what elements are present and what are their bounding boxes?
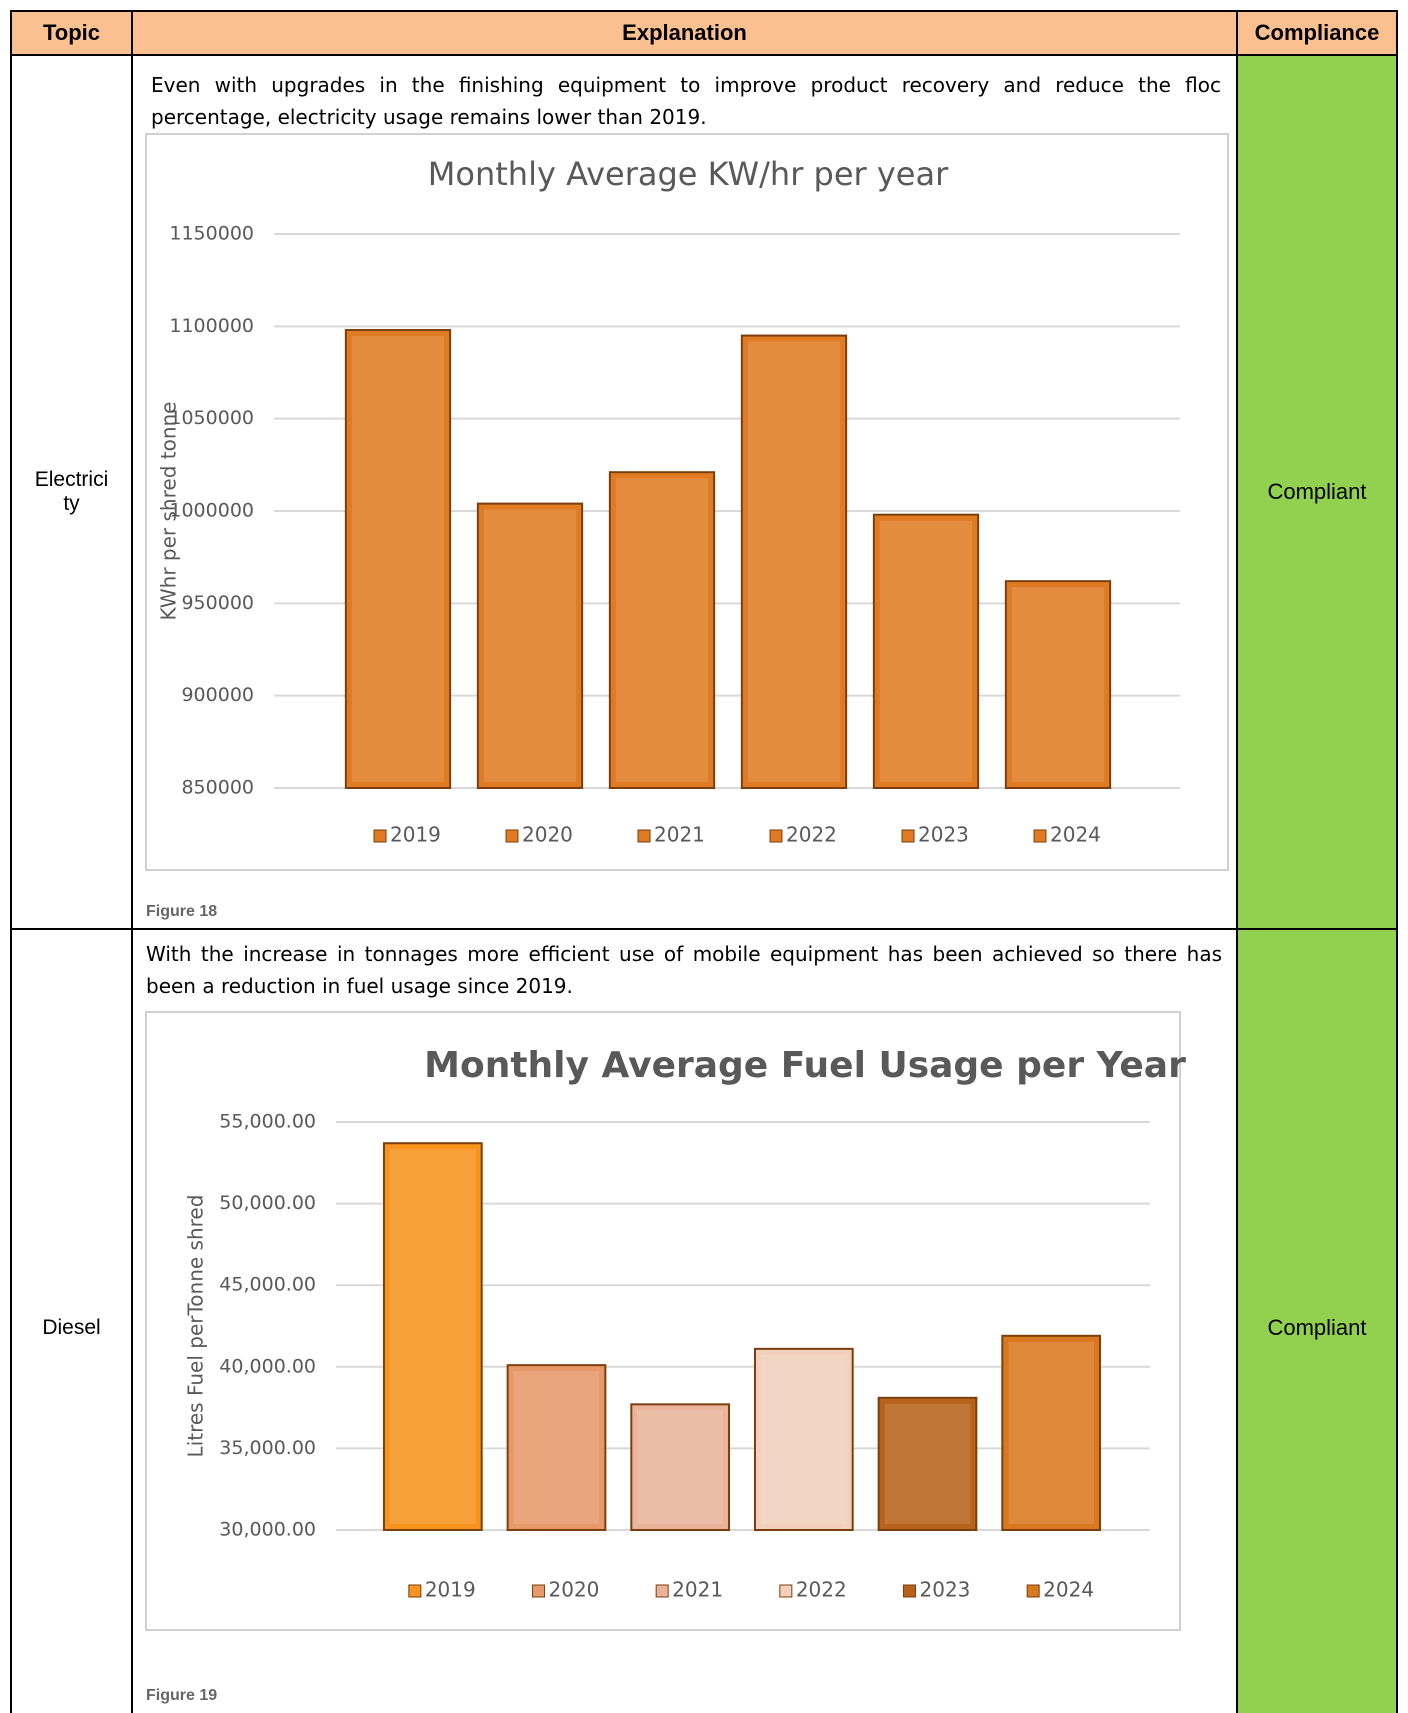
legend-label: 2022 [786, 823, 837, 847]
bar-highlight [880, 521, 972, 782]
bar-highlight [885, 1404, 971, 1524]
bar-highlight [1008, 1342, 1094, 1524]
legend-label: 2019 [425, 1578, 476, 1602]
bar-highlight [1012, 587, 1104, 782]
y-tick-label: 30,000.00 [219, 1519, 316, 1541]
legend-swatch [506, 830, 518, 842]
y-axis-title: Litres Fuel perTonne shred [184, 1195, 208, 1458]
legend-label: 2021 [672, 1578, 723, 1602]
chart-title: Monthly Average Fuel Usage per Year [424, 1045, 1186, 1086]
bar-highlight [761, 1355, 847, 1524]
legend-swatch [902, 830, 914, 842]
bar-highlight [484, 510, 576, 782]
y-tick-label: 50,000.00 [219, 1192, 316, 1214]
y-tick-label: 950000 [181, 592, 254, 614]
legend-label: 2020 [522, 823, 573, 847]
bar-highlight [514, 1371, 600, 1524]
y-tick-label: 1150000 [169, 223, 254, 245]
page: Topic Explanation Compliance Electricity… [0, 0, 1408, 1713]
legend-label: 2021 [654, 823, 705, 847]
legend-label: 2023 [918, 823, 969, 847]
bar-highlight [616, 478, 708, 782]
bar-highlight [637, 1410, 723, 1524]
y-tick-label: 1100000 [169, 315, 254, 337]
chart-title: Monthly Average KW/hr per year [428, 155, 949, 193]
y-tick-label: 55,000.00 [219, 1111, 316, 1133]
y-tick-label: 850000 [181, 777, 254, 799]
legend-label: 2019 [390, 823, 441, 847]
y-tick-label: 1000000 [169, 500, 254, 522]
bar-highlight [352, 336, 444, 782]
legend-swatch [374, 830, 386, 842]
legend-swatch [904, 1585, 916, 1597]
legend-swatch [409, 1585, 421, 1597]
legend-label: 2024 [1043, 1578, 1094, 1602]
legend-swatch [780, 1585, 792, 1597]
bar-highlight [390, 1149, 476, 1524]
legend-swatch [1027, 1585, 1039, 1597]
legend-swatch [1034, 830, 1046, 842]
charts: Monthly Average KW/hr per yearKWhr per s… [0, 0, 1408, 1713]
legend-swatch [770, 830, 782, 842]
legend-label: 2022 [796, 1578, 847, 1602]
legend-label: 2020 [549, 1578, 600, 1602]
y-tick-label: 35,000.00 [219, 1437, 316, 1459]
y-tick-label: 40,000.00 [219, 1355, 316, 1377]
y-tick-label: 1050000 [169, 407, 254, 429]
legend-label: 2024 [1050, 823, 1101, 847]
bar-highlight [748, 342, 840, 782]
legend-swatch [533, 1585, 545, 1597]
legend-swatch [638, 830, 650, 842]
y-tick-label: 900000 [181, 684, 254, 706]
legend-swatch [656, 1585, 668, 1597]
legend-label: 2023 [920, 1578, 971, 1602]
y-tick-label: 45,000.00 [219, 1274, 316, 1296]
